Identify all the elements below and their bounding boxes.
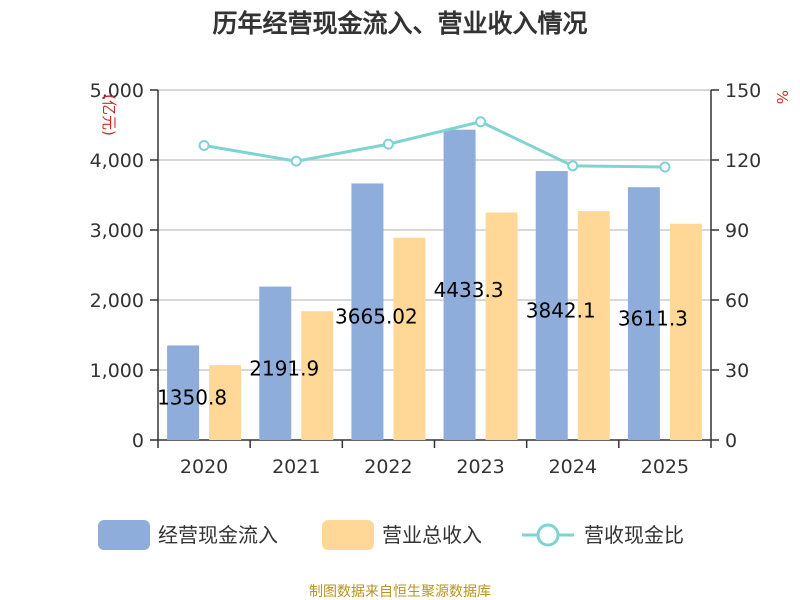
bar-revenue — [209, 365, 242, 440]
data-label: 3665.02 — [335, 305, 418, 329]
x-tick-label: 2024 — [549, 456, 597, 478]
legend-label-revenue: 营业总收入 — [382, 523, 482, 547]
ratio-point — [290, 155, 302, 167]
x-tick-label: 2020 — [180, 456, 228, 478]
bar-series — [167, 129, 702, 441]
bar-cash-inflow — [351, 183, 384, 440]
left-tick-label: 2,000 — [90, 290, 144, 312]
right-axis-ticks: 0 30 60 90 120 150 — [725, 80, 761, 452]
left-tick-label: 4,000 — [90, 150, 144, 172]
bar-revenue — [393, 237, 426, 440]
legend-swatch-cash-inflow — [98, 520, 150, 550]
gridlines — [158, 89, 711, 371]
axes — [150, 89, 719, 448]
bar-cash-inflow — [535, 171, 568, 441]
legend-label-ratio: 营收现金比 — [584, 523, 684, 547]
bar-cash-inflow — [627, 187, 660, 440]
ratio-point — [475, 116, 487, 128]
x-tick-label: 2025 — [641, 456, 689, 478]
bar-revenue — [577, 211, 610, 440]
data-label: 3842.1 — [526, 299, 596, 323]
data-label: 2191.9 — [249, 356, 319, 380]
ratio-point — [567, 160, 579, 172]
right-axis-unit: % — [773, 90, 791, 104]
left-tick-label: 5,000 — [90, 80, 144, 102]
x-tick-label: 2021 — [272, 456, 320, 478]
data-label: 3611.3 — [618, 307, 688, 331]
right-tick-label: 120 — [725, 150, 761, 172]
right-tick-label: 150 — [725, 80, 761, 102]
ratio-point — [659, 161, 671, 173]
left-tick-label: 0 — [132, 430, 144, 452]
bar-cash-inflow — [443, 129, 476, 440]
ratio-line — [203, 120, 665, 169]
left-axis-unit: (亿元) — [100, 94, 118, 136]
bar-revenue — [301, 311, 334, 440]
legend-swatch-ratio-marker — [536, 523, 560, 547]
legend: 经营现金流入 营业总收入 营收现金比 — [98, 520, 684, 550]
legend-label-cash-inflow: 经营现金流入 — [158, 523, 278, 547]
data-label: 1350.8 — [157, 386, 227, 410]
right-tick-label: 30 — [725, 360, 749, 382]
left-tick-label: 3,000 — [90, 220, 144, 242]
ratio-point — [198, 140, 210, 152]
line-series — [198, 116, 671, 173]
left-tick-label: 1,000 — [90, 360, 144, 382]
left-axis-ticks: 0 1,000 2,000 3,000 4,000 5,000 — [90, 80, 144, 452]
right-tick-label: 60 — [725, 290, 749, 312]
source-note: 制图数据来自恒生聚源数据库 — [309, 584, 491, 600]
x-tick-label: 2022 — [364, 456, 412, 478]
bar-revenue — [485, 212, 518, 440]
legend-swatch-revenue — [322, 520, 374, 550]
bar-cash-inflow — [259, 286, 292, 440]
data-labels: 1350.8 2191.9 3665.02 4433.3 3842.1 3611.3 — [157, 278, 688, 410]
right-tick-label: 0 — [725, 430, 737, 452]
bar-cash-inflow — [167, 345, 200, 440]
x-axis-labels: 2020 2021 2022 2023 2024 2025 — [180, 456, 689, 478]
bar-revenue — [669, 223, 702, 440]
ratio-point — [382, 138, 394, 150]
data-label: 4433.3 — [434, 278, 504, 302]
right-tick-label: 90 — [725, 220, 749, 242]
chart-title: 历年经营现金流入、营业收入情况 — [212, 9, 587, 38]
x-tick-label: 2023 — [456, 456, 504, 478]
